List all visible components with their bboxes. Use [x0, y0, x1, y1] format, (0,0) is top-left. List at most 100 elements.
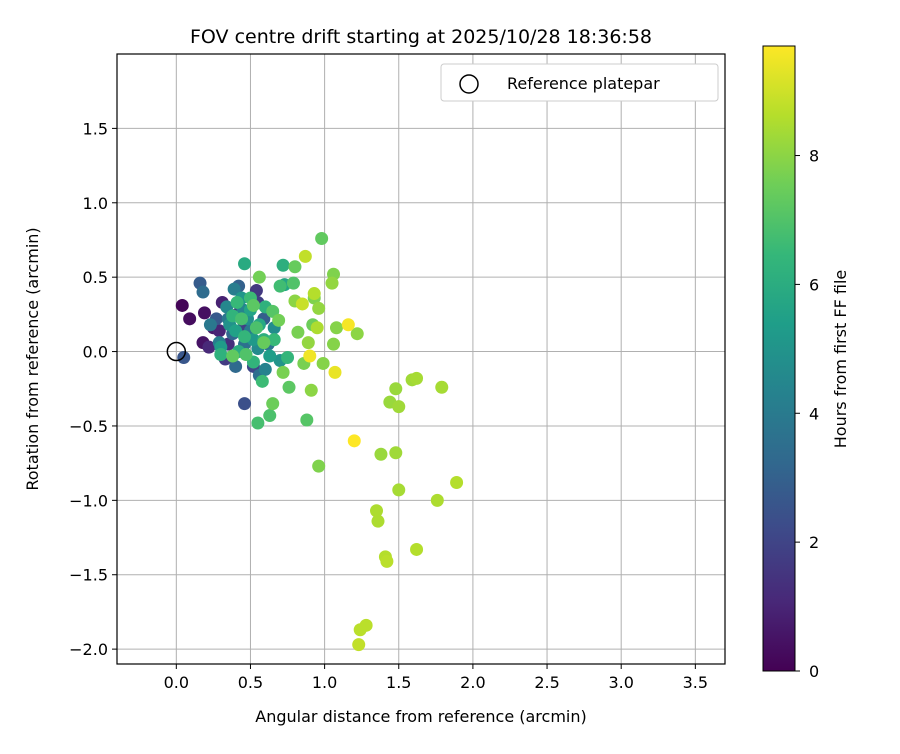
- data-point: [214, 348, 228, 362]
- data-point: [229, 359, 243, 373]
- y-tick-label: −1.0: [69, 491, 108, 510]
- data-point: [226, 349, 240, 363]
- data-point: [301, 336, 315, 350]
- data-point: [304, 383, 318, 397]
- colorbar-tick-label: 0: [809, 662, 819, 681]
- data-point: [291, 325, 305, 339]
- x-tick-label: 0.5: [238, 673, 263, 692]
- data-point: [371, 514, 385, 528]
- data-point: [272, 313, 286, 327]
- data-point: [246, 298, 260, 312]
- y-tick-label: −0.5: [69, 417, 108, 436]
- data-point: [315, 231, 329, 245]
- colorbar: 0 2 4 6 8 Hours from first FF file: [762, 45, 850, 681]
- data-point: [430, 493, 444, 507]
- data-point: [251, 416, 265, 430]
- data-point: [235, 312, 249, 326]
- x-tick-label: 1.5: [386, 673, 411, 692]
- x-axis-ticks: 0.0 0.5 1.0 1.5 2.0 2.5 3.0 3.5: [164, 664, 708, 692]
- data-point: [238, 397, 252, 411]
- data-point: [197, 306, 211, 320]
- data-point: [392, 483, 406, 497]
- data-point: [255, 374, 269, 388]
- data-point: [310, 321, 324, 335]
- x-tick-label: 1.0: [312, 673, 337, 692]
- data-point: [258, 362, 272, 376]
- data-point: [350, 327, 364, 341]
- data-point: [300, 413, 314, 427]
- legend: Reference platepar: [440, 63, 719, 102]
- data-point: [249, 321, 263, 335]
- data-point: [316, 356, 330, 370]
- plot-area: [116, 53, 726, 665]
- data-point: [410, 542, 424, 556]
- data-point: [312, 301, 326, 315]
- colorbar-label: Hours from first FF file: [831, 270, 850, 449]
- data-point: [266, 397, 280, 411]
- y-axis-label: Rotation from reference (arcmin): [23, 227, 42, 490]
- data-point: [252, 270, 266, 284]
- y-tick-label: −1.5: [69, 566, 108, 585]
- data-point: [389, 446, 403, 460]
- data-point: [327, 337, 341, 351]
- data-point: [347, 434, 361, 448]
- data-point: [392, 400, 406, 414]
- legend-reference-marker: [459, 74, 479, 94]
- data-point: [298, 249, 312, 263]
- data-point: [341, 318, 355, 332]
- plot-frame: [116, 53, 726, 665]
- data-point: [202, 340, 216, 354]
- data-point: [329, 321, 343, 335]
- legend-box: [440, 63, 719, 102]
- data-point: [328, 365, 342, 379]
- data-point: [435, 380, 449, 394]
- data-point: [282, 380, 296, 394]
- y-tick-label: 1.5: [83, 119, 108, 138]
- y-axis-ticks: 1.5 1.0 0.5 0.0 −0.5 −1.0 −1.5 −2.0: [69, 119, 117, 659]
- data-point: [230, 295, 244, 309]
- y-tick-label: 0.5: [83, 268, 108, 287]
- data-point: [370, 504, 384, 518]
- data-point: [389, 382, 403, 396]
- data-point: [239, 348, 253, 362]
- data-point: [238, 330, 252, 344]
- x-tick-label: 3.5: [683, 673, 708, 692]
- x-tick-label: 3.0: [608, 673, 633, 692]
- reference-platepar-marker: [166, 341, 187, 362]
- data-point: [374, 447, 388, 461]
- data-point: [276, 258, 290, 272]
- data-point: [303, 349, 317, 363]
- colorbar-tick-label: 6: [809, 275, 819, 294]
- data-point: [307, 287, 321, 301]
- data-point: [450, 475, 464, 489]
- colorbar-tick-label: 2: [809, 533, 819, 552]
- data-point: [288, 260, 302, 274]
- data-point: [196, 285, 210, 299]
- data-point: [286, 276, 300, 290]
- x-axis-label: Angular distance from reference (arcmin): [255, 707, 586, 726]
- colorbar-gradient: [762, 45, 796, 672]
- x-tick-label: 0.0: [164, 673, 189, 692]
- data-point: [273, 279, 287, 293]
- y-tick-label: −2.0: [69, 640, 108, 659]
- data-points: [175, 231, 464, 652]
- colorbar-ticks: 0 2 4 6 8: [795, 147, 819, 681]
- data-point: [410, 371, 424, 385]
- data-point: [175, 298, 189, 312]
- data-point: [281, 351, 295, 365]
- data-point: [325, 276, 339, 290]
- data-point: [257, 336, 271, 350]
- data-point: [263, 409, 277, 423]
- colorbar-tick-label: 4: [809, 404, 819, 423]
- y-tick-label: 0.0: [83, 343, 108, 362]
- data-point: [263, 349, 277, 363]
- data-point: [276, 365, 290, 379]
- x-tick-label: 2.0: [460, 673, 485, 692]
- data-point: [203, 318, 217, 332]
- data-point: [312, 459, 326, 473]
- data-point: [183, 312, 197, 326]
- data-point: [295, 297, 309, 311]
- data-point: [238, 257, 252, 271]
- plot-background: [117, 54, 725, 664]
